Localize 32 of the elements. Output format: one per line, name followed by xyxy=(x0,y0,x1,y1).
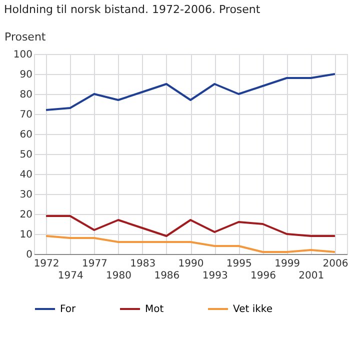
y-axis-title: Prosent xyxy=(4,30,46,44)
line-series xyxy=(45,73,336,111)
x-tick-label: 1999 xyxy=(274,258,300,270)
legend-label: Mot xyxy=(145,304,164,315)
legend-label: For xyxy=(60,304,77,315)
x-tick-label: 1990 xyxy=(178,258,204,270)
x-tick-label: 1972 xyxy=(34,258,60,270)
x-tick-label: 2001 xyxy=(298,270,324,282)
x-tick-label: 1986 xyxy=(154,270,180,282)
x-tick-label: 2006 xyxy=(322,258,348,270)
x-tick-label: 1996 xyxy=(250,270,276,282)
y-tick-label: 100 xyxy=(13,50,32,60)
x-tick-label: 1983 xyxy=(130,258,156,270)
chart-title: Holdning til norsk bistand. 1972-2006. Prosent xyxy=(4,3,261,16)
y-tick-label: 30 xyxy=(20,190,32,200)
legend-label: Vet ikke xyxy=(233,304,272,315)
x-tick-label: 1977 xyxy=(82,258,108,270)
y-tick-label: 10 xyxy=(20,230,32,240)
y-tick-label: 50 xyxy=(20,150,32,160)
y-tick-label: 60 xyxy=(20,130,32,140)
x-tick-label: 1995 xyxy=(226,258,252,270)
line-series xyxy=(45,215,336,237)
y-tick-label: 40 xyxy=(20,170,32,180)
y-tick-label: 80 xyxy=(20,90,32,100)
y-tick-label: 20 xyxy=(20,210,32,220)
line-series xyxy=(45,235,336,253)
x-tick-label: 1974 xyxy=(58,270,84,282)
x-tick-label: 1980 xyxy=(106,270,132,282)
y-tick-label: 70 xyxy=(20,110,32,120)
x-tick-label: 1993 xyxy=(202,270,228,282)
y-tick-label: 90 xyxy=(20,70,32,80)
y-tick-label: 0 xyxy=(26,250,32,260)
